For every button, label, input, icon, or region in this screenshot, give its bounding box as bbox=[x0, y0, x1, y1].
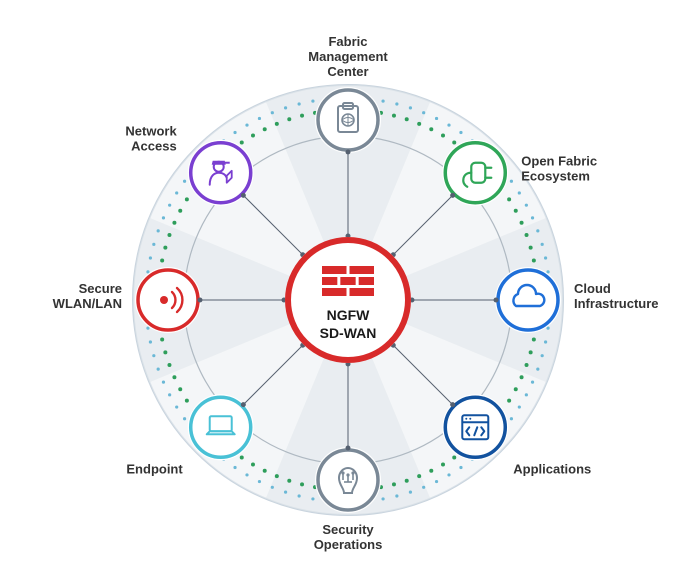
spoke-dot-net-access bbox=[241, 193, 246, 198]
node-label-fabric-mgmt-0: Fabric bbox=[328, 34, 367, 49]
spoke-dot-wlan bbox=[198, 298, 203, 303]
node-cloud-infra bbox=[495, 267, 561, 333]
node-label-cloud-infra-0: Cloud bbox=[574, 281, 611, 296]
node-fabric-mgmt bbox=[315, 87, 381, 153]
spoke-dot-cloud-infra bbox=[494, 298, 499, 303]
node-label-wlan-1: WLAN/LAN bbox=[53, 296, 122, 311]
spoke-dot-applications bbox=[450, 402, 455, 407]
node-label-applications-0: Applications bbox=[513, 461, 591, 476]
node-security-ops bbox=[315, 447, 381, 513]
node-label-open-fabric-0: Open Fabric bbox=[521, 154, 597, 169]
node-label-fabric-mgmt-2: Center bbox=[327, 64, 368, 79]
node-label-net-access-1: Access bbox=[131, 139, 177, 154]
node-label-net-access-0: Network bbox=[125, 124, 177, 139]
node-label-endpoint-0: Endpoint bbox=[126, 461, 183, 476]
spoke-dot-open-fabric bbox=[450, 193, 455, 198]
node-label-wlan-0: Secure bbox=[79, 281, 122, 296]
node-wlan bbox=[135, 267, 201, 333]
spoke-dot-fabric-mgmt bbox=[346, 150, 351, 155]
node-label-open-fabric-1: Ecosystem bbox=[521, 169, 590, 184]
node-label-security-ops-0: Security bbox=[322, 522, 374, 537]
spoke-dot-endpoint bbox=[241, 402, 246, 407]
security-fabric-diagram: NGFW SD-WAN FabricManagementCenter Open Fab… bbox=[0, 0, 696, 588]
center-label-1: NGFW bbox=[327, 307, 371, 323]
node-label-cloud-infra-1: Infrastructure bbox=[574, 296, 659, 311]
center-label-2: SD-WAN bbox=[320, 325, 377, 341]
spoke-dot-security-ops bbox=[346, 446, 351, 451]
center-node: NGFW SD-WAN bbox=[285, 237, 411, 363]
node-label-fabric-mgmt-1: Management bbox=[308, 49, 388, 64]
node-label-security-ops-1: Operations bbox=[314, 537, 383, 552]
